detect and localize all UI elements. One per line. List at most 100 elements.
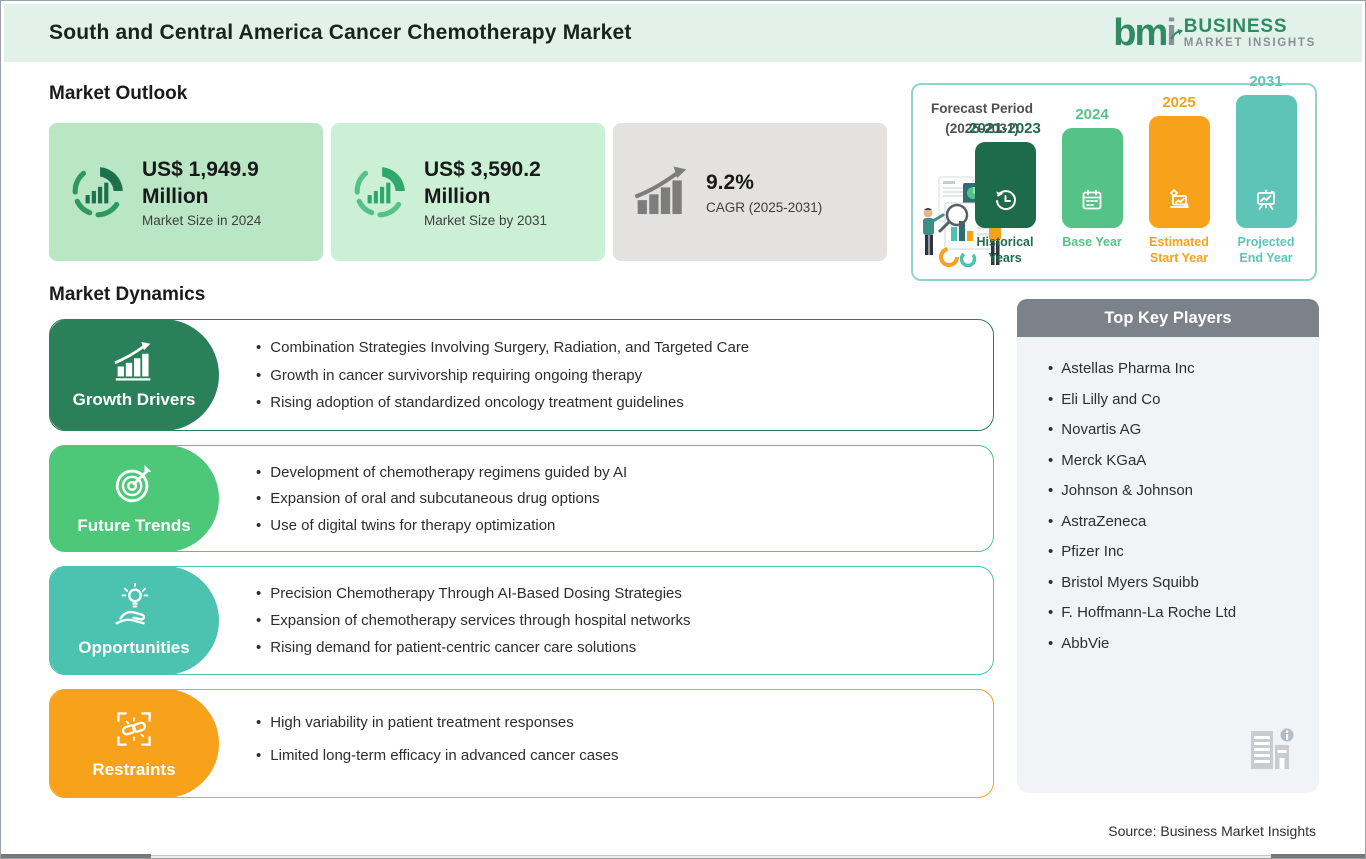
forecast-bar [974, 142, 1036, 228]
forecast-name: Estimated Start Year [1149, 235, 1209, 265]
dyn-label-text: Growth Drivers [72, 389, 196, 409]
stat-value: US$ 1,949.9 Million [142, 157, 259, 208]
forecast-col-projected: 2031 Projected End Year [1229, 73, 1303, 271]
forecast-col-base: 2024 Base Year [1055, 106, 1129, 271]
forecast-year: 2025 [1162, 94, 1196, 111]
logo-mark: bmi [1113, 12, 1183, 54]
logo-text: BUSINESS MARKET INSIGHTS [1184, 17, 1316, 49]
company-building-icon [1251, 728, 1294, 769]
logo-mark-green: bm [1113, 12, 1168, 54]
stat-card-cagr: 9.2% CAGR (2025-2031) [613, 123, 887, 261]
top-key-players-title: Top Key Players [1017, 299, 1319, 337]
stat-caption: CAGR (2025-2031) [706, 199, 823, 215]
bottom-right-segment [1271, 854, 1365, 858]
forecast-bars: 2021-2023 Historical Years 2024 [968, 73, 1303, 271]
forecast-bar [1148, 116, 1210, 228]
page-title: South and Central America Cancer Chemoth… [49, 21, 632, 44]
player-item: F. Hoffmann-La Roche Ltd [1048, 604, 1309, 621]
forecast-col-estimated: 2025 Estimated Start Year [1142, 94, 1216, 271]
forecast-year: 2021-2023 [969, 120, 1041, 137]
bottom-divider [1, 855, 1365, 858]
donut-chart-icon [72, 167, 123, 218]
bullet-item: Expansion of chemotherapy services throu… [256, 612, 969, 629]
growth-drivers-label: Growth Drivers [49, 319, 219, 431]
player-item: Novartis AG [1048, 421, 1309, 438]
forecast-name: Base Year [1062, 235, 1122, 249]
calendar-icon [1082, 189, 1102, 210]
restraints-bullets: High variability in patient treatment re… [218, 690, 993, 797]
bottom-left-segment [1, 854, 151, 858]
opportunities-label: Opportunities [49, 566, 219, 675]
dyn-label-text: Restraints [92, 760, 176, 779]
player-item: Bristol Myers Squibb [1048, 574, 1309, 591]
market-outlook-heading: Market Outlook [49, 83, 188, 104]
stat-card-text: US$ 3,590.2 Million Market Size by 2031 [424, 156, 584, 229]
donut-chart-icon [354, 167, 405, 218]
bullet-item: Use of digital twins for therapy optimiz… [256, 517, 969, 534]
bullet-item: Combination Strategies Involving Surgery… [256, 339, 969, 356]
source-note: Source: Business Market Insights [1108, 823, 1316, 839]
logo-arrow-icon [1169, 10, 1184, 48]
bullet-item: Rising demand for patient-centric cancer… [256, 639, 969, 656]
company-logo: bmi BUSINESS MARKET INSIGHTS [1113, 14, 1316, 52]
growth-drivers-bullets: Combination Strategies Involving Surgery… [218, 320, 993, 430]
player-item: AstraZeneca [1048, 513, 1309, 530]
forecast-title: Forecast Period (2025-2031) [927, 99, 1037, 140]
player-item: Astellas Pharma Inc [1048, 360, 1309, 377]
future-trends-bullets: Development of chemotherapy regimens gui… [218, 446, 993, 551]
stat-card-2024: US$ 1,949.9 Million Market Size in 2024 [49, 123, 323, 261]
restraints-row: Restraints High variability in patient t… [49, 689, 994, 798]
stat-cards: US$ 1,949.9 Million Market Size in 2024 [49, 123, 887, 261]
player-item: Merck KGaA [1048, 452, 1309, 469]
opportunities-bullets: Precision Chemotherapy Through AI-Based … [218, 567, 993, 674]
stat-caption: Market Size by 2031 [424, 213, 548, 229]
growth-drivers-row: Growth Drivers Combination Strategies In… [49, 319, 994, 431]
forecast-col-historical: 2021-2023 Historical Years [968, 120, 1042, 271]
bar-growth-icon [114, 341, 151, 381]
laptop-gear-icon [1169, 188, 1189, 208]
player-item: Eli Lilly and Co [1048, 391, 1309, 408]
forecast-year: 2031 [1249, 73, 1283, 90]
opportunities-row: Opportunities Precision Chemotherapy Thr… [49, 566, 994, 675]
players-list: Astellas Pharma Inc Eli Lilly and Co Nov… [1017, 337, 1319, 652]
forecast-title-line1: Forecast Period [930, 101, 1034, 116]
forecast-bar [1061, 128, 1123, 228]
stat-card-text: US$ 1,949.9 Million Market Size in 2024 [142, 156, 302, 229]
presentation-board-icon [1257, 189, 1276, 210]
future-trends-row: Future Trends Development of chemotherap… [49, 445, 994, 552]
stat-value: 9.2% [706, 171, 754, 195]
future-trends-label: Future Trends [49, 445, 219, 552]
bullet-item: High variability in patient treatment re… [256, 714, 969, 731]
restraints-label: Restraints [49, 689, 219, 798]
logo-mark-gray: i [1166, 12, 1176, 54]
bullet-item: Development of chemotherapy regimens gui… [256, 464, 969, 481]
bullet-item: Precision Chemotherapy Through AI-Based … [256, 585, 969, 602]
bullet-item: Limited long-term efficacy in advanced c… [256, 747, 969, 764]
bullet-item: Expansion of oral and subcutaneous drug … [256, 490, 969, 507]
dyn-label-text: Future Trends [77, 516, 191, 535]
forecast-year: 2024 [1075, 106, 1109, 123]
logo-line2: MARKET INSIGHTS [1183, 36, 1316, 49]
chain-link-icon [117, 712, 151, 746]
player-item: Pfizer Inc [1048, 543, 1309, 560]
logo-line1: BUSINESS [1183, 16, 1288, 37]
growth-chart-icon [634, 166, 687, 215]
forecast-bar [1235, 95, 1297, 228]
stat-card-text: 9.2% CAGR (2025-2031) [706, 169, 866, 214]
market-dynamics-heading: Market Dynamics [49, 284, 206, 305]
player-item: Johnson & Johnson [1048, 482, 1309, 499]
forecast-name: Projected End Year [1237, 235, 1295, 265]
stat-card-2031: US$ 3,590.2 Million Market Size by 2031 [331, 123, 605, 261]
player-item: AbbVie [1048, 635, 1309, 652]
target-dart-icon [115, 464, 152, 503]
forecast-period-box: Forecast Period (2025-2031) [911, 73, 1317, 281]
bullet-item: Growth in cancer survivorship requiring … [256, 367, 969, 384]
forecast-title-line2: (2025-2031) [945, 121, 1019, 137]
forecast-name: Historical Years [976, 235, 1034, 265]
stat-caption: Market Size in 2024 [142, 213, 262, 229]
stat-value: US$ 3,590.2 Million [424, 157, 541, 208]
top-key-players-panel: Top Key Players Astellas Pharma Inc Eli … [1017, 299, 1319, 793]
dyn-label-text: Opportunities [78, 638, 190, 657]
bullet-item: Rising adoption of standardized oncology… [256, 394, 969, 411]
